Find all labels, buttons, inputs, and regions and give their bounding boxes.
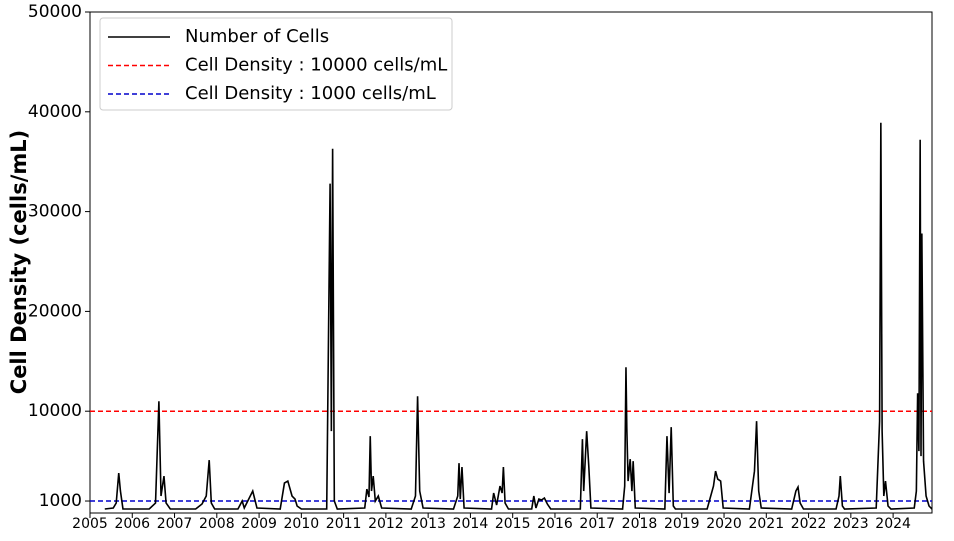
y-tick-label: 30000: [28, 202, 82, 222]
x-tick-label: 2015: [495, 516, 531, 532]
x-tick-label: 2017: [579, 516, 615, 532]
legend-label: Cell Density : 1000 cells/mL: [185, 83, 436, 104]
x-tick-label: 2010: [284, 516, 320, 532]
plot-frame: [89, 11, 933, 514]
x-tick-label: 2020: [706, 516, 742, 532]
x-tick-label: 2011: [326, 516, 362, 532]
y-tick-label: 40000: [28, 102, 82, 122]
x-tick-label: 2014: [453, 516, 489, 532]
x-tick-label: 2019: [664, 516, 700, 532]
y-tick-label: 20000: [28, 301, 82, 321]
legend-box: [99, 17, 453, 111]
x-tick-label: 2021: [748, 516, 784, 532]
y-tick-label: 50000: [28, 2, 82, 22]
x-tick-label: 2024: [875, 516, 911, 532]
y-tick-label: 10000: [28, 401, 82, 421]
y-axis-label: Cell Density (cells/mL): [7, 130, 31, 394]
x-tick-label: 2005: [72, 516, 108, 532]
x-tick-label: 2023: [833, 516, 869, 532]
x-tick-label: 2009: [241, 516, 277, 532]
x-tick-label: 2013: [410, 516, 446, 532]
x-tick-label: 2008: [199, 516, 235, 532]
x-tick-label: 2022: [791, 516, 827, 532]
x-tick-label: 2016: [537, 516, 573, 532]
x-tick-label: 2006: [114, 516, 150, 532]
legend-label: Cell Density : 10000 cells/mL: [185, 55, 447, 76]
y-tick-label: 1000: [39, 491, 82, 511]
x-tick-label: 2012: [368, 516, 404, 532]
x-tick-label: 2018: [622, 516, 658, 532]
x-tick-label: 2007: [157, 516, 193, 532]
legend-label: Number of Cells: [185, 26, 329, 47]
data-line: [104, 122, 933, 511]
